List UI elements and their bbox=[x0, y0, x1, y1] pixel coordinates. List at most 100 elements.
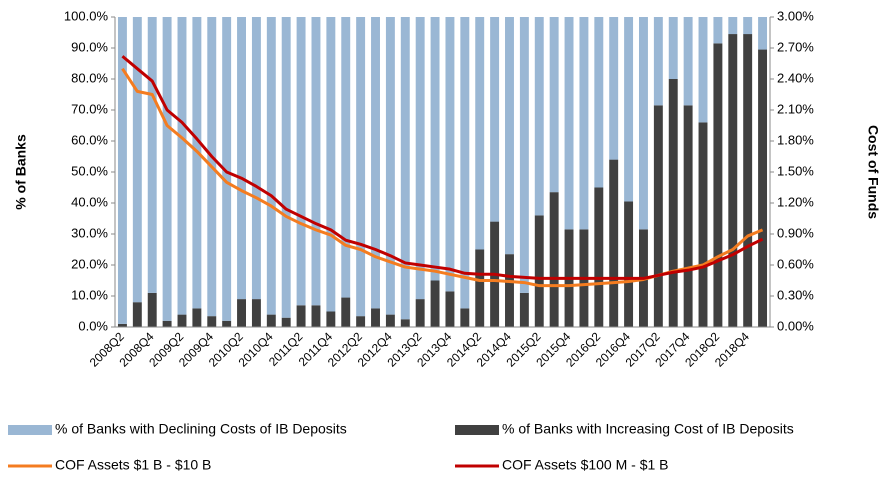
bar bbox=[713, 17, 723, 44]
bar bbox=[356, 316, 366, 327]
bar bbox=[400, 17, 410, 320]
legend-label: % of Banks with Increasing Cost of IB De… bbox=[502, 421, 794, 437]
y2-tick-label: 0.90% bbox=[777, 225, 814, 240]
bar bbox=[534, 215, 544, 327]
bar bbox=[475, 249, 485, 327]
bar bbox=[758, 49, 768, 328]
bar bbox=[192, 308, 202, 327]
bar bbox=[415, 299, 425, 327]
bar bbox=[549, 192, 559, 327]
legend-label: % of Banks with Declining Costs of IB De… bbox=[55, 421, 347, 437]
legend-swatch bbox=[455, 425, 499, 435]
bar bbox=[326, 17, 336, 312]
bar bbox=[296, 305, 306, 327]
line-series bbox=[121, 55, 764, 280]
y-tick-label: 100.0% bbox=[64, 8, 109, 23]
bar bbox=[653, 105, 663, 327]
y-tick-label: 10.0% bbox=[71, 287, 108, 302]
bar bbox=[266, 17, 276, 315]
bar bbox=[698, 17, 708, 123]
bar bbox=[192, 17, 202, 309]
bar bbox=[281, 17, 291, 318]
bar bbox=[162, 320, 172, 327]
bar bbox=[609, 159, 619, 327]
bar bbox=[460, 308, 470, 327]
bar bbox=[698, 122, 708, 328]
y-tick-label: 70.0% bbox=[71, 101, 108, 116]
bar bbox=[222, 17, 232, 321]
legend-label: COF Assets $100 M - $1 B bbox=[502, 457, 669, 473]
bar bbox=[728, 34, 738, 328]
bar bbox=[594, 187, 604, 327]
y-axis-title: % of Banks bbox=[13, 134, 29, 210]
bar bbox=[490, 17, 500, 222]
y2-tick-label: 2.40% bbox=[777, 70, 814, 85]
bar bbox=[341, 297, 351, 327]
bar bbox=[668, 79, 678, 327]
bar bbox=[430, 280, 440, 327]
y2-tick-label: 2.10% bbox=[777, 101, 814, 116]
bar bbox=[177, 17, 187, 315]
bar bbox=[311, 305, 321, 327]
bar bbox=[326, 311, 336, 327]
bar bbox=[251, 17, 261, 300]
bar bbox=[475, 17, 485, 250]
bar bbox=[564, 17, 574, 230]
bar bbox=[594, 17, 604, 188]
line-series bbox=[121, 67, 764, 288]
bar bbox=[237, 299, 246, 327]
y-tick-label: 90.0% bbox=[71, 39, 108, 54]
bar bbox=[743, 34, 753, 328]
bar bbox=[356, 17, 366, 317]
y-tick-label: 0.0% bbox=[78, 318, 108, 333]
bar bbox=[445, 17, 455, 292]
bar bbox=[668, 17, 678, 79]
y2-tick-label: 1.80% bbox=[777, 132, 814, 147]
bar bbox=[371, 17, 380, 309]
bar bbox=[117, 323, 127, 327]
bar bbox=[653, 17, 663, 106]
bar bbox=[385, 17, 395, 315]
bar bbox=[281, 317, 291, 327]
bar bbox=[519, 292, 529, 327]
bar bbox=[534, 17, 544, 216]
bar bbox=[237, 17, 246, 300]
y-tick-label: 20.0% bbox=[71, 256, 108, 271]
bar bbox=[728, 17, 738, 35]
bar bbox=[505, 17, 514, 255]
bar bbox=[758, 17, 768, 50]
bar bbox=[132, 17, 142, 303]
bar bbox=[222, 320, 232, 327]
y-tick-label: 60.0% bbox=[71, 132, 108, 147]
bar bbox=[713, 43, 723, 327]
bar bbox=[505, 254, 514, 327]
y2-tick-label: 0.00% bbox=[777, 318, 814, 333]
bar bbox=[624, 17, 634, 202]
bar bbox=[207, 316, 217, 327]
bar bbox=[162, 17, 172, 321]
bar bbox=[579, 17, 589, 230]
bar bbox=[639, 17, 648, 230]
bar bbox=[743, 17, 753, 35]
bar bbox=[445, 291, 455, 327]
bar bbox=[371, 308, 380, 327]
bar bbox=[296, 17, 306, 306]
bar bbox=[251, 299, 261, 327]
y2-tick-label: 0.60% bbox=[777, 256, 814, 271]
legend-swatch bbox=[8, 425, 52, 435]
bar bbox=[177, 314, 187, 327]
bar bbox=[400, 319, 410, 327]
bar bbox=[147, 292, 157, 327]
bar bbox=[341, 17, 351, 298]
y-tick-label: 80.0% bbox=[71, 70, 108, 85]
bar bbox=[519, 17, 529, 293]
bar bbox=[311, 17, 321, 306]
bar bbox=[132, 302, 142, 327]
y2-tick-label: 2.70% bbox=[777, 39, 814, 54]
y2-tick-label: 0.30% bbox=[777, 287, 814, 302]
y-tick-label: 50.0% bbox=[71, 163, 108, 178]
y-tick-label: 40.0% bbox=[71, 194, 108, 209]
y2-axis-title: Cost of Funds bbox=[865, 125, 881, 219]
bar bbox=[147, 17, 157, 293]
